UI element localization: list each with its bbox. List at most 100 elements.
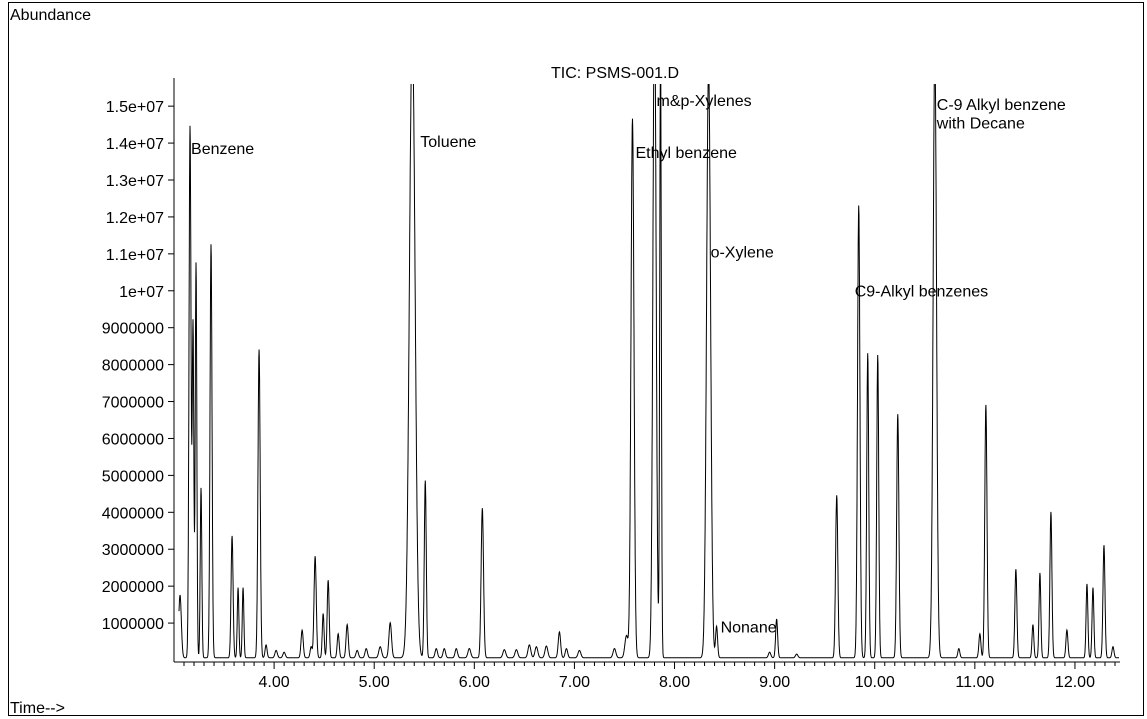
peak-apex <box>1092 589 1093 590</box>
peak-annotation: o-Xylene <box>711 245 774 262</box>
peak-apex <box>566 650 567 651</box>
peak-apex <box>211 246 212 247</box>
peak-apex <box>311 648 312 649</box>
peak-apex <box>380 648 381 649</box>
peak-apex <box>796 656 797 657</box>
y-tick-label: 3000000 <box>102 542 164 559</box>
peak-apex <box>858 207 859 208</box>
peak-apex <box>934 84 935 85</box>
peak-apex <box>276 652 277 653</box>
y-tick-label: 6000000 <box>102 431 164 448</box>
peak-apex <box>482 510 483 511</box>
peak-apex <box>347 626 348 627</box>
peak-apex <box>614 650 615 651</box>
peak-apex <box>877 357 878 358</box>
peak-apex <box>769 654 770 655</box>
peak-annotation: C-9 Alkyl benzene <box>937 97 1066 114</box>
x-tick-label: 4.00 <box>259 674 290 691</box>
peak-apex <box>284 654 285 655</box>
peak-apex <box>1050 514 1051 515</box>
peak-annotation: Ethyl benzene <box>635 145 737 162</box>
trace-group <box>178 84 1119 659</box>
annotations: Benzene Toluene Ethyl benzene m&p-Xylenes o-… <box>191 93 1066 636</box>
peak-apex <box>425 482 426 483</box>
peak-apex <box>632 120 633 121</box>
peak-apex <box>243 589 244 590</box>
peak-apex <box>412 84 413 85</box>
chart-title: TIC: PSMS-001.D <box>551 65 680 82</box>
peak-apex <box>579 652 580 653</box>
peak-apex <box>867 355 868 356</box>
peak-apex <box>1086 586 1087 587</box>
peak-apex <box>716 628 717 629</box>
peak-annotation: Benzene <box>191 141 254 158</box>
y-tick-label: 1.4e+07 <box>106 136 164 153</box>
peak-apex <box>456 650 457 651</box>
peak-apex <box>654 84 655 85</box>
y-tick-label: 7000000 <box>102 395 164 412</box>
peak-apex <box>238 589 239 590</box>
peak-apex <box>201 490 202 491</box>
peak-apex <box>323 615 324 616</box>
y-axis-label: Abundance <box>10 7 91 24</box>
peak-apex <box>1015 571 1016 572</box>
y-tick-label: 5000000 <box>102 468 164 485</box>
peak-annotation: Nonane <box>721 619 777 636</box>
y-tick-label: 1000000 <box>102 616 164 633</box>
peak-apex <box>897 416 898 417</box>
peak-apex <box>536 648 537 649</box>
peak-apex <box>529 647 530 648</box>
peak-apex <box>1032 626 1033 627</box>
x-tick-label: 9.00 <box>759 674 790 691</box>
y-tick-label: 1.1e+07 <box>106 247 164 264</box>
peak-apex <box>190 128 191 129</box>
peak-apex <box>302 632 303 633</box>
x-tick-label: 10.00 <box>855 674 895 691</box>
y-tick-label: 9000000 <box>102 321 164 338</box>
peak-apex <box>546 648 547 649</box>
peak-apex <box>708 84 709 85</box>
peak-apex <box>357 652 358 653</box>
peak-annotation: m&p-Xylenes <box>657 93 752 110</box>
y-tick-label: 8000000 <box>102 358 164 375</box>
peak-apex <box>660 84 661 85</box>
peak-apex <box>504 651 505 652</box>
x-tick-label: 6.00 <box>459 674 490 691</box>
peak-apex <box>626 637 627 638</box>
y-tick-label: 1.3e+07 <box>106 173 164 190</box>
peak-apex <box>232 538 233 539</box>
peak-apex <box>1103 547 1104 548</box>
peak-apex <box>436 650 437 651</box>
x-tick-label: 8.00 <box>659 674 690 691</box>
peak-apex <box>193 327 194 328</box>
x-tick-label: 7.00 <box>559 674 590 691</box>
peak-apex <box>315 558 316 559</box>
peak-apex <box>985 407 986 408</box>
peak-apex <box>444 650 445 651</box>
x-axis-label: Time--> <box>10 700 65 717</box>
y-tick-label: 4000000 <box>102 505 164 522</box>
peak-annotation: Toluene <box>420 134 476 151</box>
peak-apex <box>390 624 391 625</box>
peak-apex <box>266 647 267 648</box>
y-ticks: 1000000 2000000 3000000 4000000 5000000 60000… <box>102 99 174 633</box>
peak-apex <box>259 351 260 352</box>
peak-apex <box>1066 632 1067 633</box>
x-tick-label: 5.00 <box>359 674 390 691</box>
y-tick-label: 2000000 <box>102 579 164 596</box>
peak-apex <box>469 650 470 651</box>
peak-apex <box>196 264 197 265</box>
x-tick-label: 11.00 <box>955 674 994 691</box>
axes <box>173 78 1120 663</box>
x-ticks: 4.00 5.00 6.00 7.00 8.00 9.00 10.00 11.00 12.00 <box>183 662 1116 691</box>
peak-apex <box>979 636 980 637</box>
y-tick-label: 1e+07 <box>119 284 164 301</box>
peak-apex <box>1112 648 1113 649</box>
peak-apex <box>836 497 837 498</box>
x-tick-label: 12.00 <box>1055 674 1095 691</box>
peak-annotation: C9-Alkyl benzenes <box>855 283 988 300</box>
peak-apex <box>516 651 517 652</box>
peak-apex <box>559 634 560 635</box>
peak-apex <box>958 650 959 651</box>
